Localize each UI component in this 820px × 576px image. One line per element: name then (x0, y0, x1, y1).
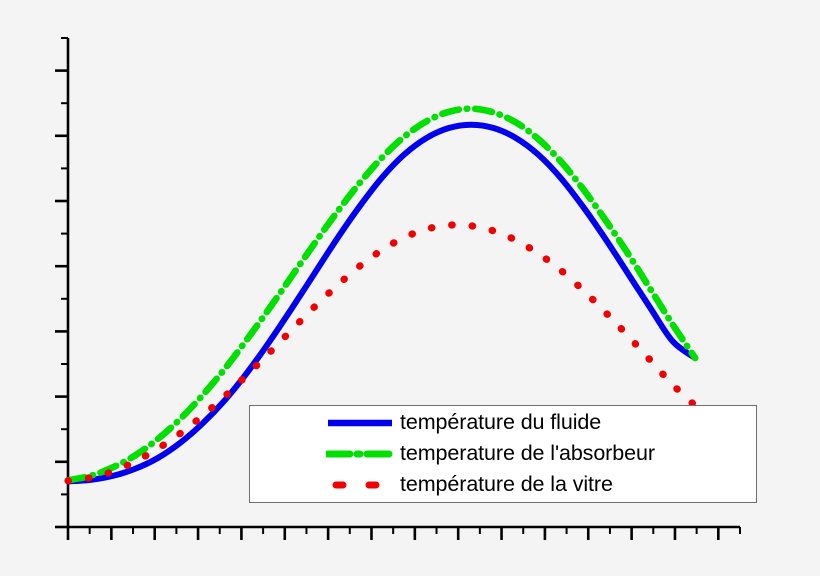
legend-label-fluide: température du fluide (400, 410, 602, 435)
legend-swatch-solid-line (326, 412, 394, 434)
legend-swatch-dashdot-line (326, 443, 394, 465)
legend-item-vitre: température de la vitre (250, 470, 756, 501)
series-line-1 (64, 105, 699, 484)
legend-label-absorbeur: temperature de l'absorbeur (400, 441, 655, 466)
chart-legend: température du fluide temperature de l'a… (249, 405, 757, 503)
legend-label-vitre: température de la vitre (400, 472, 613, 497)
series-line-0 (65, 121, 699, 485)
legend-swatch-dotted-line (326, 474, 394, 496)
series-layer (64, 105, 699, 485)
legend-item-absorbeur: temperature de l'absorbeur (250, 439, 756, 470)
axis-layer (55, 37, 741, 540)
legend-item-fluide: température du fluide (250, 408, 756, 439)
